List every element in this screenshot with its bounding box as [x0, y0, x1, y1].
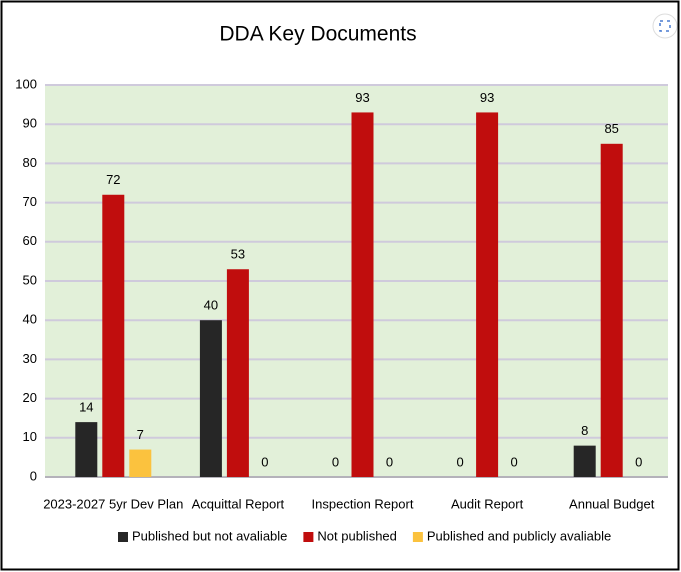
icon-circle[interactable]	[652, 13, 678, 39]
data-label: 93	[480, 90, 494, 105]
bar	[600, 143, 623, 478]
y-tick-label: 0	[30, 468, 37, 483]
x-tick-label: Audit Report	[451, 496, 524, 511]
data-label: 0	[386, 454, 393, 469]
y-tick-label: 100	[15, 76, 37, 91]
data-label: 8	[581, 423, 588, 438]
bar	[102, 194, 125, 477]
data-label: 85	[604, 121, 618, 136]
data-label: 7	[137, 427, 144, 442]
bar	[351, 112, 374, 477]
legend-swatch	[118, 532, 128, 542]
x-tick-label: 2023-2027 5yr Dev Plan	[43, 496, 183, 511]
chart-title: DDA Key Documents	[219, 23, 416, 46]
bar	[129, 449, 152, 477]
y-tick-label: 10	[23, 429, 37, 444]
x-tick-label: Annual Budget	[569, 496, 655, 511]
expand-icon[interactable]	[652, 13, 678, 39]
y-tick-label: 70	[23, 194, 37, 209]
legend-swatch	[303, 532, 314, 542]
data-label: 0	[261, 454, 268, 469]
y-tick-label: 50	[23, 272, 37, 287]
bar	[476, 112, 499, 477]
y-tick-label: 90	[23, 116, 37, 131]
y-tick-label: 30	[23, 351, 37, 366]
data-label: 40	[204, 298, 218, 313]
data-label: 0	[332, 454, 339, 469]
bar	[573, 445, 596, 477]
data-label: 0	[456, 454, 463, 469]
data-label: 14	[79, 400, 93, 415]
y-tick-label: 40	[23, 312, 37, 327]
legend-label: Published and publicly avaliable	[427, 528, 611, 543]
data-label: 72	[106, 172, 120, 187]
bar	[199, 320, 222, 477]
legend-swatch	[412, 532, 423, 542]
y-tick-label: 80	[23, 155, 37, 170]
data-label: 93	[355, 90, 369, 105]
x-tick-label: Acquittal Report	[192, 496, 285, 511]
data-label: 53	[231, 247, 245, 262]
legend-label: Not published	[317, 528, 397, 543]
y-tick-label: 20	[23, 390, 37, 405]
bar	[226, 269, 249, 477]
y-tick-label: 60	[23, 233, 37, 248]
bar	[75, 422, 98, 477]
icon-glyph[interactable]	[659, 20, 671, 32]
legend-label: Published but not avaliable	[132, 528, 287, 543]
x-tick-label: Inspection Report	[312, 496, 414, 511]
data-label: 0	[510, 454, 517, 469]
data-label: 0	[635, 454, 642, 469]
